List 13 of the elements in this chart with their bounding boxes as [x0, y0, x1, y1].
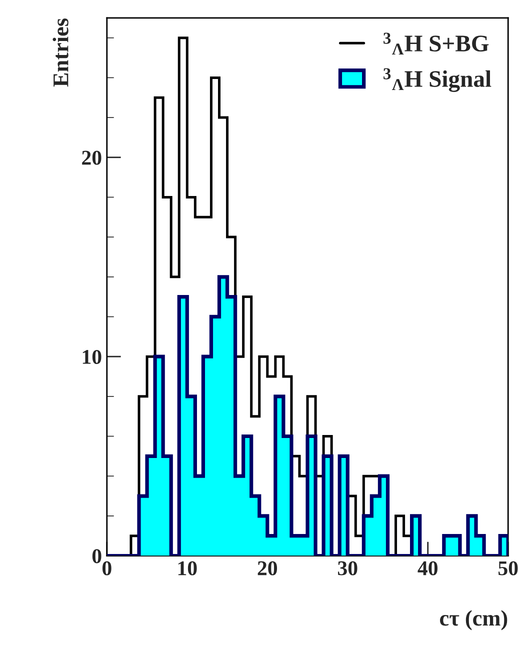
x-tick-label: 20	[258, 561, 278, 576]
legend-label: $^{3}$$_{Λ}$H Signal	[384, 68, 492, 92]
x-axis-title: cτ (cm)	[440, 610, 508, 630]
x-tick-label: 40	[418, 561, 438, 576]
x-tick-label: 30	[338, 561, 358, 576]
y-tick-label: 0	[92, 549, 102, 564]
legend-label: $^{3}$$_{Λ}$H S+BG	[384, 32, 489, 55]
y-tick-label: 10	[82, 350, 102, 364]
x-tick-label: 0	[102, 561, 112, 576]
x-tick-label: 50	[498, 561, 518, 576]
y-axis-title: Entries	[52, 18, 68, 87]
y-tick-label: 20	[82, 150, 102, 165]
x-tick-label: 10	[178, 561, 197, 576]
